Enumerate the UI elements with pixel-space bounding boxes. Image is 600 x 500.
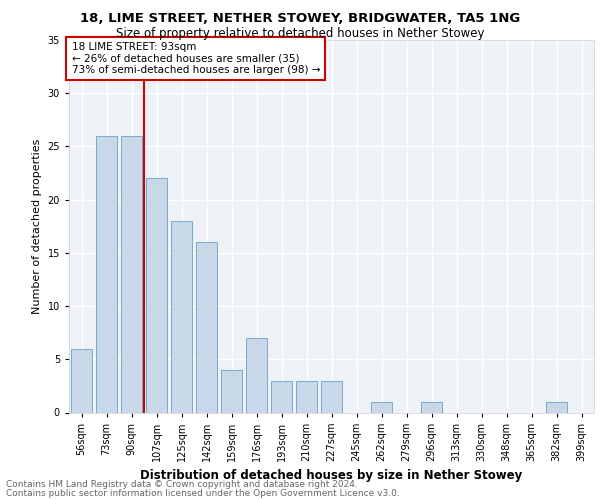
Text: 18, LIME STREET, NETHER STOWEY, BRIDGWATER, TA5 1NG: 18, LIME STREET, NETHER STOWEY, BRIDGWAT… [80, 12, 520, 26]
Text: 18 LIME STREET: 93sqm
← 26% of detached houses are smaller (35)
73% of semi-deta: 18 LIME STREET: 93sqm ← 26% of detached … [71, 42, 320, 75]
X-axis label: Distribution of detached houses by size in Nether Stowey: Distribution of detached houses by size … [140, 470, 523, 482]
Text: Contains HM Land Registry data © Crown copyright and database right 2024.: Contains HM Land Registry data © Crown c… [6, 480, 358, 489]
Bar [71, 348, 92, 412]
Bar [321, 380, 342, 412]
Bar [371, 402, 392, 412]
Bar [271, 380, 292, 412]
Bar [196, 242, 217, 412]
Bar [96, 136, 117, 412]
Bar [246, 338, 267, 412]
Bar [421, 402, 442, 412]
Text: Contains public sector information licensed under the Open Government Licence v3: Contains public sector information licen… [6, 488, 400, 498]
Bar [146, 178, 167, 412]
Bar [296, 380, 317, 412]
Bar [546, 402, 567, 412]
Bar [171, 221, 192, 412]
Y-axis label: Number of detached properties: Number of detached properties [32, 138, 42, 314]
Bar [121, 136, 142, 412]
Bar [221, 370, 242, 412]
Text: Size of property relative to detached houses in Nether Stowey: Size of property relative to detached ho… [116, 28, 484, 40]
